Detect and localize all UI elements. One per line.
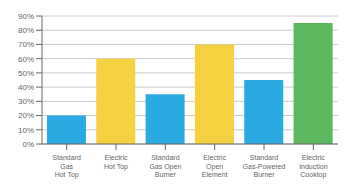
svg-text:90%: 90% [18,12,34,21]
svg-text:70%: 70% [18,40,34,49]
svg-text:30%: 30% [18,97,34,106]
svg-text:10%: 10% [18,126,34,135]
svg-text:50%: 50% [18,69,34,78]
svg-text:StandardGas-PoweredBurner: StandardGas-PoweredBurner [243,154,286,178]
svg-text:0%: 0% [22,140,34,149]
svg-text:40%: 40% [18,83,34,92]
svg-text:20%: 20% [18,111,34,120]
svg-text:60%: 60% [18,55,34,64]
svg-text:80%: 80% [18,26,34,35]
svg-text:ElectricInductionCooktop: ElectricInductionCooktop [299,154,328,179]
svg-text:ElectricHot Top: ElectricHot Top [104,154,128,171]
svg-text:StandardGasHot Top: StandardGasHot Top [52,154,81,179]
svg-text:StandardGas OpenBurner: StandardGas OpenBurner [149,154,181,178]
svg-text:ElectricOpenElement: ElectricOpenElement [202,154,228,178]
